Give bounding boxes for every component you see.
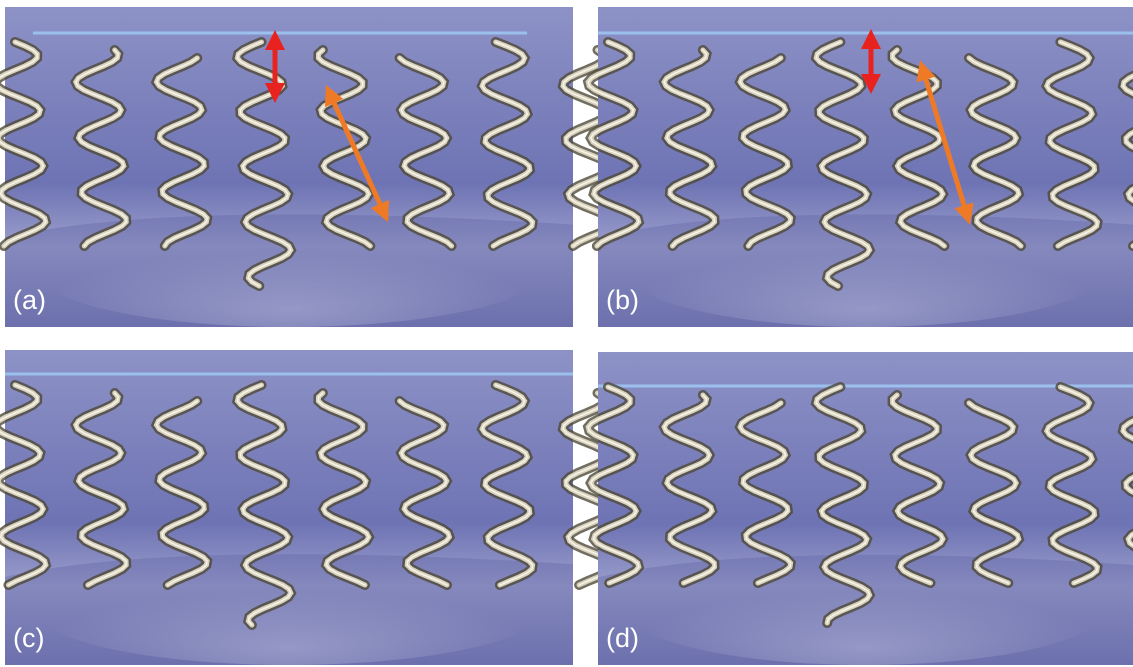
shadow-band: [598, 214, 1133, 327]
panel-c: (c): [0, 350, 614, 665]
panel-b: (b): [588, 7, 1133, 327]
panel-a: (a): [0, 7, 614, 327]
shadow-band: [598, 555, 1133, 665]
figure: (a) (b) (c) (d): [0, 0, 1133, 667]
panel-label: (c): [13, 623, 44, 653]
shadow-band: [5, 554, 573, 665]
panel-label: (a): [13, 285, 46, 315]
page: (a) (b) (c) (d) (() => { const data = JS…: [0, 0, 1133, 667]
panel-label: (b): [606, 285, 639, 315]
shadow-band: [5, 214, 573, 327]
panel-d: (d): [588, 352, 1133, 665]
panel-label: (d): [606, 623, 639, 653]
